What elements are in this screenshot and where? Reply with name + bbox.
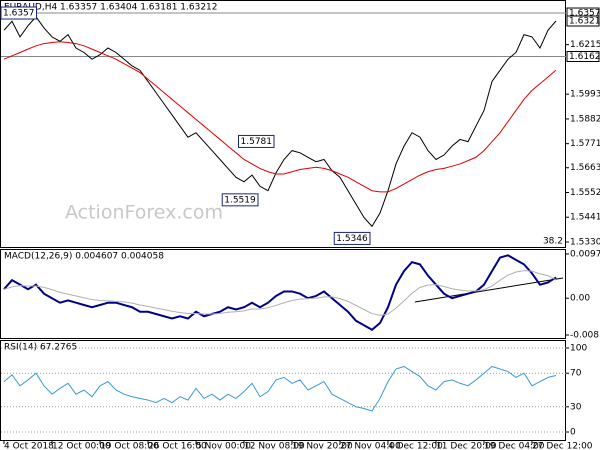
- x-tick-label: 4 Oct 2018: [4, 442, 54, 450]
- y-tick-label: 100: [570, 344, 587, 354]
- x-tick-label: 19 Nov 20:00: [292, 442, 353, 450]
- trend-line: [414, 277, 564, 303]
- y-tick-label: 1.58820: [570, 114, 600, 124]
- annotation-label: 1.5346: [336, 234, 368, 244]
- fib-label: 38.2: [543, 237, 563, 247]
- y-tick-label: 1.53300: [570, 237, 600, 247]
- y-tick-label: 0: [570, 428, 576, 438]
- main-panel: [0, 0, 566, 248]
- series-line: [3, 254, 557, 332]
- y-tick-label: -0.008152: [570, 331, 600, 341]
- series-line: [3, 270, 557, 316]
- y-tick-label: 70: [570, 369, 582, 379]
- y-tick-label: 1.59930: [570, 90, 600, 100]
- y-tick-label: 1.56630: [570, 163, 600, 173]
- annotation-label: 1.5781: [241, 137, 273, 147]
- price-box: [566, 15, 600, 27]
- x-tick-label: 5 Nov 00:00: [196, 442, 251, 450]
- price-box-label: 1.61620: [569, 52, 600, 62]
- annotation-label: 1.5519: [224, 195, 256, 205]
- watermark: ActionForex.com: [65, 202, 223, 224]
- annotation-label: 1.6357: [3, 9, 35, 19]
- macd-panel: [0, 249, 566, 339]
- y-tick-label: 1.62150: [570, 40, 600, 50]
- series-line: [3, 41, 557, 193]
- x-tick-label: 4 Dec 12:00: [388, 442, 443, 450]
- x-tick-label: 12 Oct 00:00: [52, 442, 111, 450]
- x-tick-label: 19 Oct 08:00: [100, 442, 159, 450]
- y-tick-label: 1.54410: [570, 213, 600, 223]
- annotation-box: [221, 193, 259, 207]
- macd-title: MACD(12,26,9) 0.004607 0.004058: [4, 252, 164, 262]
- y-tick-label: 30: [570, 402, 582, 412]
- chart-title: EURAUD,H4 1.63357 1.63404 1.63181 1.6321…: [4, 3, 218, 13]
- x-tick-label: 12 Nov 08:00: [244, 442, 305, 450]
- annotation-box: [333, 231, 371, 245]
- y-tick-label: 1.57710: [570, 139, 600, 149]
- y-tick-label: 0.009797: [570, 250, 600, 260]
- x-tick-label: 27 Dec 12:00: [532, 442, 593, 450]
- x-tick-label: 27 Nov 04:00: [340, 442, 401, 450]
- y-tick-label: 0.00: [570, 294, 590, 304]
- x-tick-label: 11 Dec 20:00: [436, 442, 497, 450]
- annotation-box: [0, 6, 37, 20]
- series-line: [3, 16, 557, 228]
- annotation-box: [238, 134, 275, 148]
- rsi-panel: [0, 340, 566, 441]
- x-tick-label: 26 Oct 16:00: [148, 442, 207, 450]
- price-box-label: 1.63570: [569, 9, 600, 19]
- series-line: [3, 365, 557, 412]
- price-box-label: 1.63212: [569, 17, 600, 27]
- price-box: [566, 50, 600, 62]
- x-tick-label: 19 Dec 04:00: [484, 442, 545, 450]
- y-tick-label: 1.55520: [570, 188, 600, 198]
